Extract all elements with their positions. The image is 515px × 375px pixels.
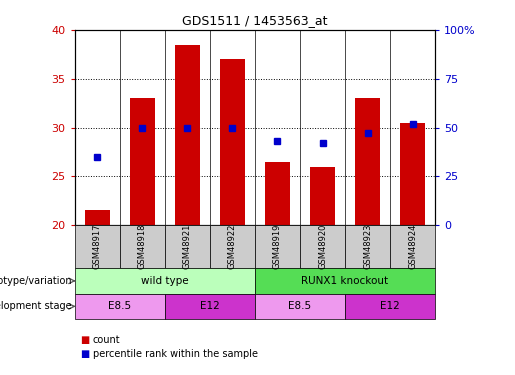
Text: GSM48919: GSM48919 [273, 224, 282, 269]
Bar [400, 123, 425, 225]
Title: GDS1511 / 1453563_at: GDS1511 / 1453563_at [182, 15, 328, 27]
Text: ■: ■ [80, 335, 89, 345]
Bar [130, 98, 154, 225]
Text: E12: E12 [380, 302, 400, 311]
Text: GSM48923: GSM48923 [363, 224, 372, 269]
Bar [355, 98, 380, 225]
Text: E12: E12 [200, 302, 220, 311]
Text: GSM48921: GSM48921 [183, 224, 192, 269]
Text: count: count [93, 335, 121, 345]
Text: GSM48922: GSM48922 [228, 224, 237, 269]
Text: ■: ■ [80, 349, 89, 359]
Text: wild type: wild type [141, 276, 188, 286]
Text: GSM48918: GSM48918 [138, 224, 147, 269]
Text: E8.5: E8.5 [288, 302, 312, 311]
Bar [85, 210, 110, 225]
Bar [265, 162, 290, 225]
Text: E8.5: E8.5 [108, 302, 131, 311]
Text: RUNX1 knockout: RUNX1 knockout [301, 276, 389, 286]
Text: GSM48920: GSM48920 [318, 224, 327, 269]
Text: development stage: development stage [0, 302, 72, 311]
Text: percentile rank within the sample: percentile rank within the sample [93, 349, 258, 359]
Text: genotype/variation: genotype/variation [0, 276, 72, 286]
Bar [310, 166, 335, 225]
Text: GSM48917: GSM48917 [93, 224, 101, 269]
Bar [220, 59, 245, 225]
Text: GSM48924: GSM48924 [408, 224, 417, 269]
Bar [175, 45, 200, 225]
